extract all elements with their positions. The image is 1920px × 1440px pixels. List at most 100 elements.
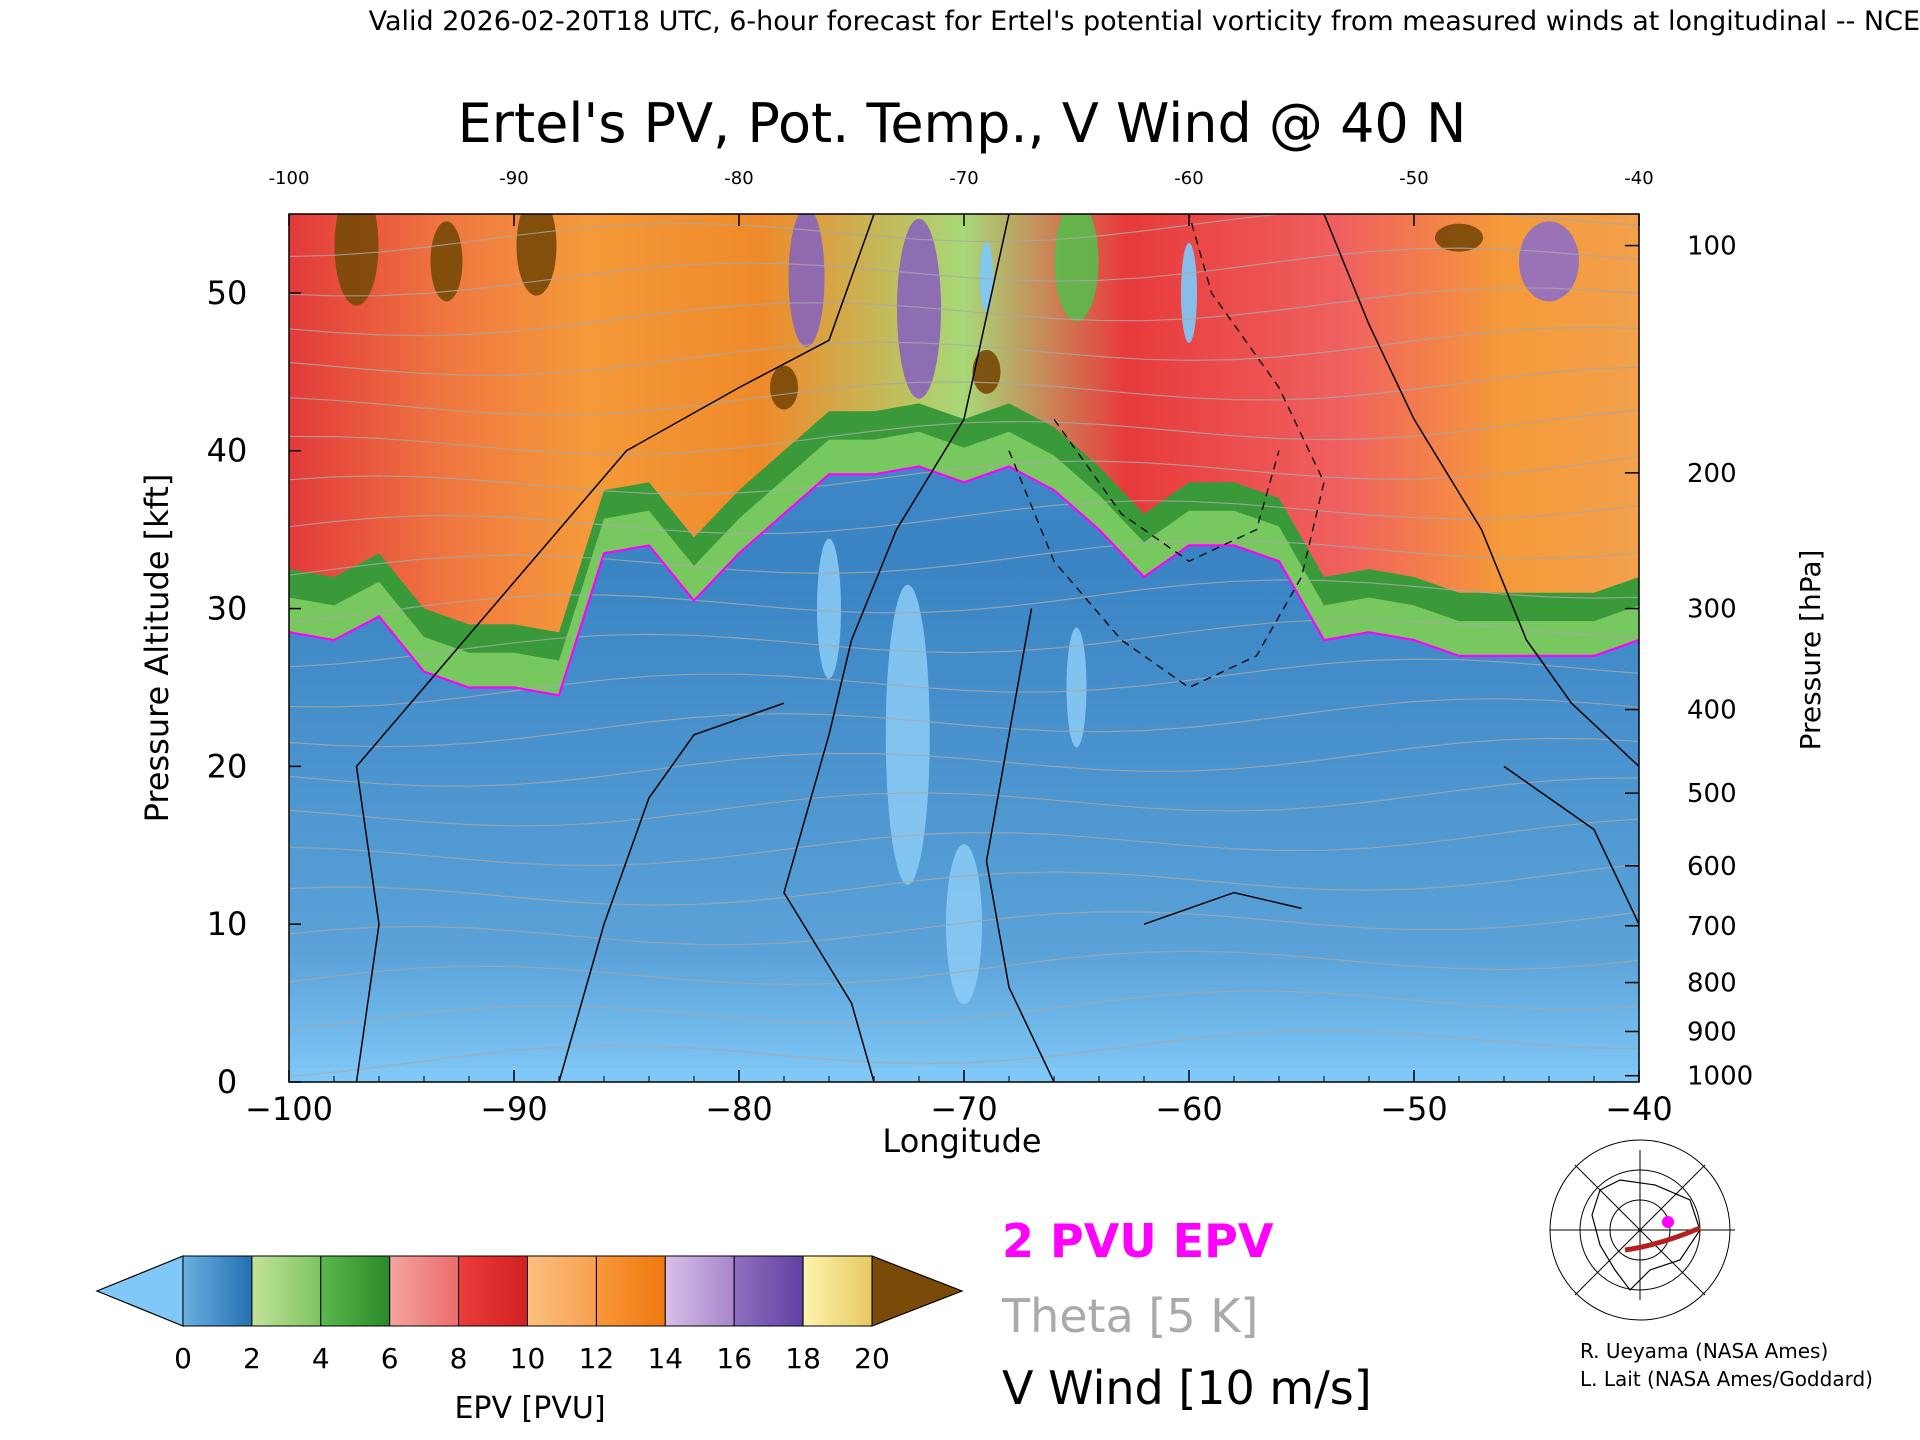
y-axis-label-right: Pressure [hPa] [1794, 550, 1827, 751]
theta-contour [289, 456, 1639, 495]
y-tick-label: 0 [217, 1063, 237, 1101]
colorbar-bin [733, 1255, 804, 1327]
theta-contour [289, 1029, 1639, 1077]
colorbar-bin [389, 1255, 460, 1327]
vwind-contour [1143, 891, 1302, 925]
low-epv-feature-1 [946, 844, 982, 1005]
colorbar-tick-label: 4 [312, 1342, 330, 1375]
y-tick-label-right: 900 [1687, 1017, 1737, 1047]
theta-contour [289, 214, 1639, 258]
x-tick-label-top: -90 [499, 168, 528, 189]
theta-contour [289, 618, 1639, 668]
x-axis-label: Longitude [882, 1122, 1041, 1160]
x-tick-label: −100 [245, 1090, 333, 1128]
y-tick-label: 30 [207, 590, 248, 628]
vwind-contour [1503, 765, 1639, 925]
plot-area: −100 -100 −90 -90 −80 -80 −70 -70 −60 -60 −50 -50 −4… [207, 168, 1754, 1128]
theta-contour [289, 990, 1639, 1031]
y-tick-label: 20 [207, 747, 248, 785]
epv-feature-9 [1519, 221, 1579, 302]
x-tick-label-top: -80 [724, 168, 753, 189]
theta-contour [289, 818, 1639, 867]
valid-time-header: Valid 2026-02-20T18 UTC, 6-hour forecast… [369, 6, 1920, 37]
colorbar-bin [182, 1255, 253, 1327]
colorbar-tick-label: 18 [785, 1342, 821, 1375]
colorbar-tick-label: 2 [243, 1342, 261, 1375]
vwind-contour [985, 608, 1055, 1082]
theta-contour [289, 539, 1639, 576]
low-epv-feature-2 [817, 538, 841, 679]
colorbar-tick-label: 16 [716, 1342, 752, 1375]
epv-feature-11 [1054, 214, 1099, 322]
y-tick-label: 10 [207, 905, 248, 943]
legend-theta: Theta [5 K] [1001, 1289, 1258, 1343]
colorbar-bin [527, 1255, 597, 1327]
legend-pvu: 2 PVU EPV [1002, 1214, 1274, 1268]
pvu-2-contour [289, 465, 1639, 697]
theta-contour [289, 777, 1639, 827]
epv-feature-0 [334, 214, 379, 306]
theta-contour [289, 698, 1639, 748]
vwind-contour [783, 214, 1010, 1082]
y-axis-label-left: Pressure Altitude [kft] [138, 474, 176, 823]
colorbar-tick-label: 14 [647, 1342, 683, 1375]
epv-feature-6 [897, 218, 941, 399]
axes: −100 -100 −90 -90 −80 -80 −70 -70 −60 -60 −50 -50 −4… [207, 168, 1754, 1128]
y-tick-label-right: 600 [1687, 852, 1737, 882]
epv-feature-4 [972, 349, 1001, 394]
theta-contour [289, 326, 1639, 376]
theta-contour [289, 863, 1639, 906]
colorbar-label: EPV [PVU] [454, 1391, 605, 1426]
y-tick-label-right: 500 [1687, 779, 1737, 809]
colorbar-tick-label: 8 [450, 1342, 468, 1375]
vwind-contour-negative [1008, 214, 1325, 689]
x-tick-label-top: -70 [949, 168, 978, 189]
credit-line-1: R. Ueyama (NASA Ames) [1580, 1339, 1828, 1363]
vwind-contour-negative [1053, 418, 1280, 562]
colorbar-tick-label: 12 [579, 1342, 615, 1375]
legend-vwind: V Wind [10 m/s] [1002, 1361, 1372, 1415]
theta-contour [289, 911, 1639, 946]
y-tick-label-right: 300 [1687, 595, 1737, 625]
x-tick-label: −50 [1380, 1090, 1448, 1128]
x-tick-label: −70 [930, 1090, 998, 1128]
vwind-contour [558, 702, 785, 1082]
credit-line-2: L. Lait (NASA Ames/Goddard) [1580, 1367, 1873, 1391]
chart-title: Ertel's PV, Pot. Temp., V Wind @ 40 N [458, 92, 1467, 155]
theta-contour [289, 579, 1639, 624]
epv-field [289, 214, 1639, 1082]
colorbar-tick-label: 0 [174, 1342, 192, 1375]
epv-feature-10 [1435, 223, 1483, 252]
colorbar-bin [595, 1255, 666, 1327]
theta-contour [289, 366, 1639, 416]
y-tick-label: 40 [207, 432, 248, 470]
theta-contour [289, 658, 1639, 708]
low-epv-feature-3 [1066, 627, 1087, 748]
epv-feature-3 [770, 365, 798, 410]
colorbar-tick-label: 20 [854, 1342, 890, 1375]
colorbar-below-triangle [95, 1255, 184, 1327]
colorbar-bin [458, 1255, 529, 1327]
x-tick-label-top: -50 [1399, 168, 1428, 189]
theta-contour [289, 247, 1639, 297]
low-epv-feature-0 [885, 584, 930, 885]
y-tick-label-right: 100 [1687, 232, 1737, 262]
epv-feature-1 [430, 221, 463, 302]
epv-feature-7 [1181, 242, 1197, 343]
y-tick-label-right: 1000 [1687, 1062, 1753, 1092]
colorbar-bin [664, 1255, 735, 1327]
x-tick-label: −40 [1605, 1090, 1673, 1128]
theta-contour [289, 287, 1639, 337]
locator-map [1540, 1139, 1737, 1321]
y-tick-label-right: 700 [1687, 912, 1737, 942]
x-tick-label: −60 [1155, 1090, 1223, 1128]
y-tick-label-right: 800 [1687, 969, 1737, 999]
vwind-contour [1323, 214, 1639, 767]
epv-feature-2 [516, 214, 557, 296]
epv-feature-5 [788, 214, 825, 348]
epv-band-stratosphere [289, 214, 1639, 633]
theta-contour [289, 950, 1639, 986]
x-tick-label: −80 [705, 1090, 773, 1128]
x-tick-label-top: -60 [1174, 168, 1203, 189]
colorbar-bin [320, 1255, 391, 1327]
